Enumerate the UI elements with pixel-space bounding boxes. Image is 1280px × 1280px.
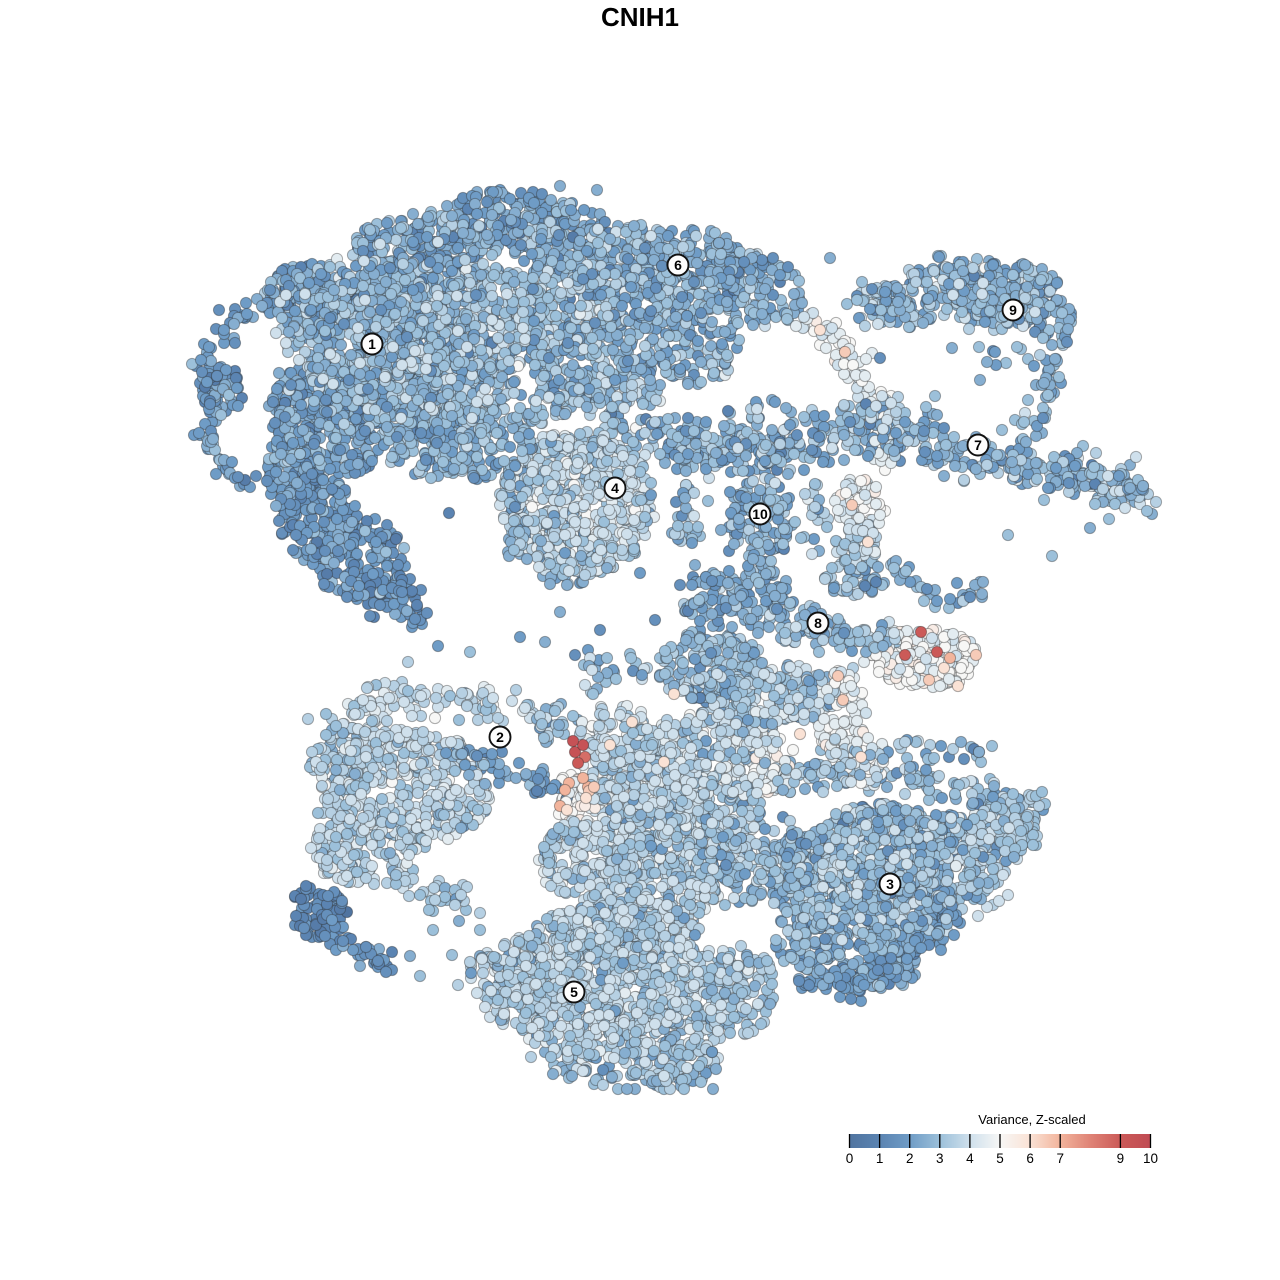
svg-text:CNIH1: CNIH1	[601, 2, 679, 32]
